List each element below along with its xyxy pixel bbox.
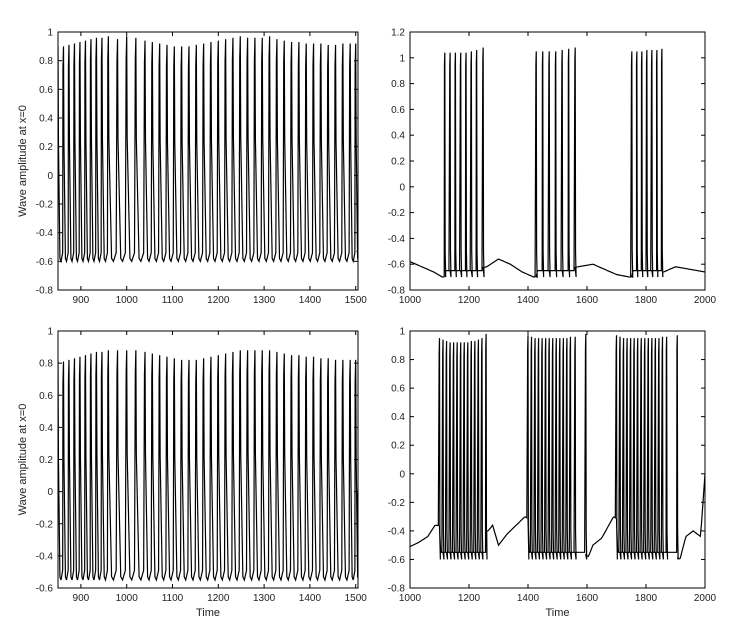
x-tick-label: 1100: [162, 593, 184, 604]
y-tick-label: 0.8: [39, 359, 53, 370]
x-tick-label: 1000: [116, 593, 139, 604]
x-axis-label: Time: [545, 607, 569, 619]
y-tick-label: 0.6: [39, 391, 53, 402]
x-tick-label: 1600: [576, 593, 599, 604]
series-line: [58, 350, 358, 583]
y-tick-label: 0.2: [39, 142, 53, 153]
x-tick-label: 1500: [345, 593, 368, 604]
y-tick-label: -0.4: [388, 526, 406, 537]
y-tick-label: 0.4: [39, 423, 53, 434]
y-tick-label: 0.2: [391, 441, 405, 452]
x-tick-label: 900: [73, 593, 90, 604]
y-tick-label: 1.2: [391, 28, 405, 39]
panel-bottom-left: -0.6 -0.4 -0.2 0 0.2 0.4 0.6 0.8 1 900 1000 1100 120…: [17, 327, 367, 620]
y-tick-label: -0.2: [36, 519, 54, 530]
y-tick-label: -0.4: [36, 228, 54, 239]
y-tick-label: -0.8: [36, 286, 54, 297]
y-tick-label: -0.2: [388, 208, 406, 219]
y-axis-label: Wave amplitude at x=0: [17, 105, 29, 217]
x-tick-label: 1400: [299, 295, 322, 306]
y-tick-label: 0.8: [391, 355, 405, 366]
y-tick-label: 1: [47, 28, 53, 39]
y-tick-label: 0.2: [391, 157, 405, 168]
y-tick-label: 0: [399, 182, 405, 193]
series-line: [410, 333, 705, 560]
x-tick-label: 1400: [517, 295, 540, 306]
x-tick-label: 1000: [116, 295, 139, 306]
x-tick-label: 1400: [299, 593, 322, 604]
x-tick-label: 1300: [253, 593, 276, 604]
x-tick-label: 1400: [517, 593, 540, 604]
x-tick-label: 1200: [207, 295, 230, 306]
y-tick-label: -0.8: [388, 584, 406, 595]
y-tick-label: -0.2: [36, 200, 54, 211]
y-tick-label: 0.8: [39, 56, 53, 67]
y-tick-label: 0: [399, 469, 405, 480]
y-tick-label: 1: [47, 327, 53, 338]
x-tick-label: 1800: [635, 593, 658, 604]
series-line: [410, 47, 705, 279]
y-tick-label: 0.4: [391, 131, 405, 142]
y-tick-label: 0: [47, 171, 53, 182]
plot-frame: [409, 330, 706, 589]
x-tick-label: 1600: [576, 295, 599, 306]
y-tick-label: -0.8: [388, 286, 406, 297]
y-tick-label: -0.4: [36, 551, 54, 562]
y-tick-label: 0.6: [391, 384, 405, 395]
y-tick-label: 1: [399, 327, 405, 338]
x-tick-label: 1300: [253, 295, 276, 306]
y-tick-label: 0.8: [391, 79, 405, 90]
y-tick-label: -0.4: [388, 234, 406, 245]
x-axis-label: Time: [196, 607, 220, 619]
y-tick-label: 1: [399, 53, 405, 64]
plot-frame: [57, 31, 359, 291]
y-tick-label: 0: [47, 487, 53, 498]
y-tick-label: 0.4: [391, 412, 405, 423]
panel-top-right: -0.8 -0.6 -0.4 -0.2 0 0.2 0.4 0.6 0.8 1 1.2 1000 120…: [388, 28, 717, 307]
y-tick-label: -0.6: [388, 260, 406, 271]
y-tick-label: 0.6: [39, 85, 53, 96]
x-tick-label: 1200: [458, 295, 481, 306]
panel-bottom-right: -0.8 -0.6 -0.4 -0.2 0 0.2 0.4 0.6 0.8 1 1000 1200 14…: [388, 327, 717, 620]
x-tick-label: 1200: [458, 593, 481, 604]
x-tick-label: 1500: [345, 295, 368, 306]
x-tick-label: 2000: [694, 593, 717, 604]
y-tick-label: 0.6: [391, 105, 405, 116]
y-tick-label: 0.2: [39, 455, 53, 466]
x-tick-label: 1000: [399, 593, 422, 604]
y-tick-label: -0.6: [388, 555, 406, 566]
x-tick-label: 1000: [399, 295, 422, 306]
y-tick-label: 0.4: [39, 114, 53, 125]
x-tick-label: 2000: [694, 295, 717, 306]
y-tick-label: -0.2: [388, 498, 406, 509]
series-line: [58, 36, 358, 264]
panel-top-left: -0.8 -0.6 -0.4 -0.2 0 0.2 0.4 0.6 0.8 1 900 1000 110…: [17, 28, 367, 307]
x-tick-label: 1200: [207, 593, 230, 604]
y-axis-label: Wave amplitude at x=0: [17, 404, 29, 516]
y-tick-label: -0.6: [36, 584, 54, 595]
x-tick-label: 1100: [162, 295, 184, 306]
y-tick-label: -0.6: [36, 257, 54, 268]
x-tick-label: 1800: [635, 295, 658, 306]
plot-frame: [409, 31, 706, 291]
x-tick-label: 900: [73, 295, 90, 306]
